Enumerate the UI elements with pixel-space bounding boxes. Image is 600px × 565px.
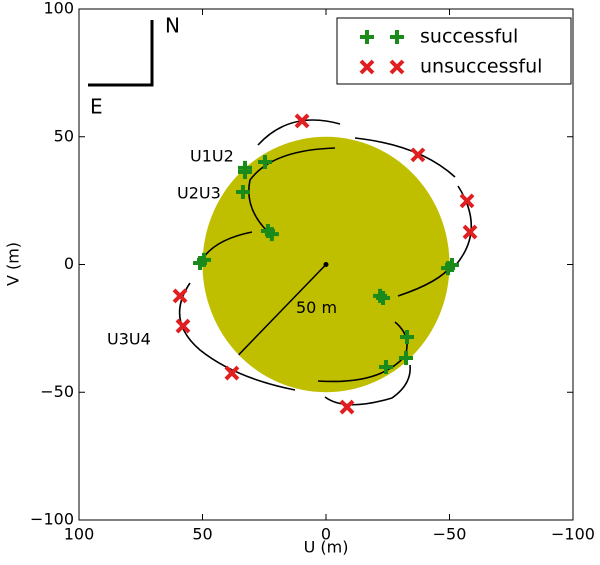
marker-successful	[400, 330, 415, 345]
marker-unsuccessful	[339, 399, 355, 415]
marker-successful	[257, 155, 272, 170]
compass: N E	[88, 14, 180, 119]
baseline-label: U2U3	[177, 184, 221, 203]
marker-unsuccessful	[294, 113, 310, 129]
marker-unsuccessful	[359, 59, 375, 75]
marker-successful	[360, 30, 374, 44]
marker-successful	[264, 227, 279, 242]
uv-track	[178, 282, 296, 391]
uv-track	[248, 147, 336, 233]
marker-successful	[376, 290, 391, 305]
uv-track	[324, 364, 411, 406]
marker-unsuccessful	[224, 365, 240, 381]
x-tick-label: −100	[551, 525, 595, 544]
baseline-label: U1U2	[190, 147, 234, 166]
y-tick-label: −50	[40, 382, 74, 401]
y-tick-label: −100	[30, 510, 74, 529]
marker-successful	[390, 30, 404, 44]
marker-successful	[444, 258, 459, 273]
x-tick-label: 50	[192, 525, 212, 544]
marker-successful	[196, 252, 211, 267]
marker-successful	[237, 165, 252, 180]
marker-unsuccessful	[462, 224, 478, 240]
y-tick-label: 50	[54, 126, 74, 145]
disc-radius	[238, 263, 327, 356]
marker-unsuccessful	[175, 318, 191, 334]
compass-east: E	[90, 95, 103, 119]
marker-unsuccessful	[389, 59, 405, 75]
marker-successful	[379, 359, 394, 374]
legend-label: unsuccessful	[420, 56, 542, 78]
y-axis-label: V (m)	[4, 242, 23, 286]
marker-unsuccessful	[410, 147, 426, 163]
marker-successful	[399, 351, 414, 366]
marker-unsuccessful	[459, 193, 475, 209]
uv-track	[257, 119, 341, 146]
disc-center	[323, 262, 329, 267]
x-axis-label: U (m)	[304, 538, 349, 557]
y-tick-label: 0	[64, 254, 74, 273]
marker-unsuccessful	[172, 288, 188, 304]
compass-arrows	[88, 20, 154, 87]
x-tick-label: 100	[64, 525, 95, 544]
compass-north: N	[165, 14, 180, 38]
disc-label: 50 m	[296, 298, 337, 317]
x-tick-label: 0	[321, 525, 331, 544]
x-tick-label: −50	[433, 525, 467, 544]
legend-label: successful	[420, 26, 518, 48]
baseline-label: U3U4	[107, 330, 151, 349]
marker-successful	[236, 184, 251, 199]
legend-box	[336, 17, 572, 85]
y-tick-label: 100	[43, 0, 74, 18]
